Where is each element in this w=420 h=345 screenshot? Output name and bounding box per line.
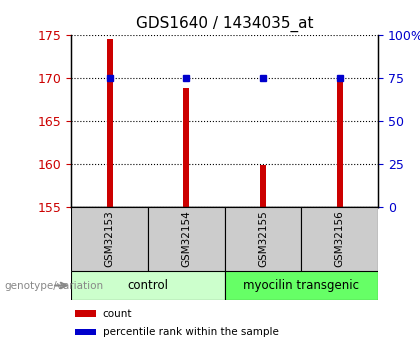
Bar	[225, 207, 302, 271]
Text: myocilin transgenic: myocilin transgenic	[243, 279, 360, 292]
Bar	[75, 310, 96, 317]
Bar	[71, 271, 225, 300]
Text: control: control	[128, 279, 168, 292]
Text: GSM32153: GSM32153	[105, 210, 115, 267]
Text: count: count	[103, 309, 132, 319]
Bar	[107, 39, 113, 207]
Bar	[302, 207, 378, 271]
Bar	[336, 76, 343, 207]
Text: percentile rank within the sample: percentile rank within the sample	[103, 327, 278, 337]
Text: genotype/variation: genotype/variation	[4, 281, 103, 290]
Bar	[260, 165, 266, 207]
Bar	[183, 88, 189, 207]
Text: GSM32155: GSM32155	[258, 210, 268, 267]
Bar	[148, 207, 225, 271]
Text: GSM32156: GSM32156	[335, 210, 345, 267]
Title: GDS1640 / 1434035_at: GDS1640 / 1434035_at	[136, 16, 313, 32]
Text: GSM32154: GSM32154	[181, 210, 192, 267]
Bar	[75, 329, 96, 335]
Bar	[71, 207, 148, 271]
Bar	[225, 271, 378, 300]
